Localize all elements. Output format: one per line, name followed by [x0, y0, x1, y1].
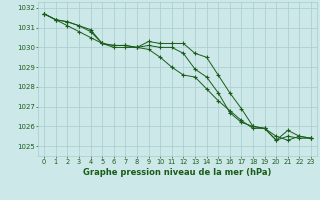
X-axis label: Graphe pression niveau de la mer (hPa): Graphe pression niveau de la mer (hPa) — [84, 168, 272, 177]
